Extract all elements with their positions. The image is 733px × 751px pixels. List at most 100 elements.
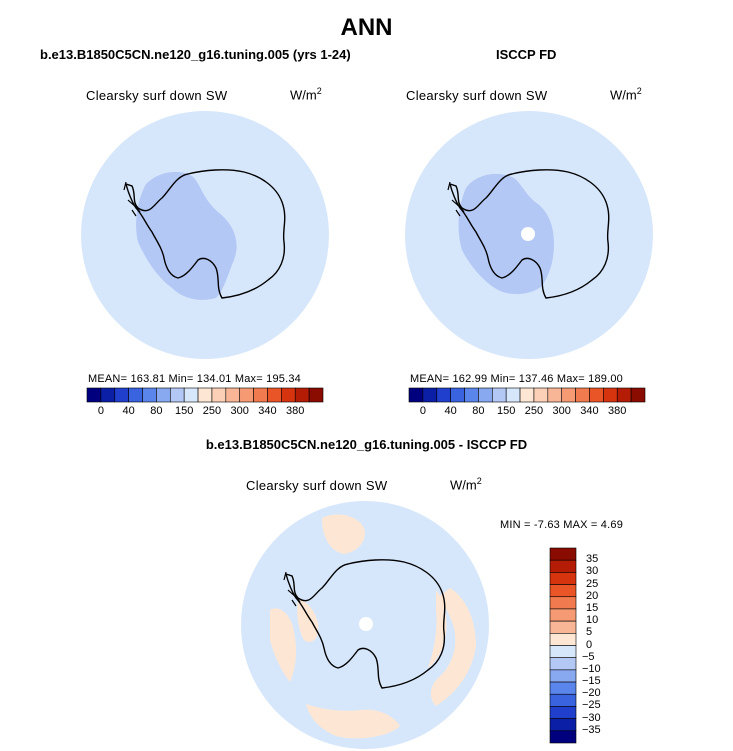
panel-3-colorbar-box [549,645,577,658]
panel-2-colorbar-box [464,387,479,403]
panel-1-colorbar-box [239,387,254,403]
panel-3-colorbar-ticks: 35 30 25 20 15 10 5 0 −5 −10 −15 −20 −25 −30 −35 [582,548,622,743]
panel-2-colorbar-tick-label: 80 [472,405,485,417]
panel-2-colorbar-tick-label: 250 [524,405,544,417]
panel-1-colorbar-box [169,387,185,403]
panel-3-positive-patch-west-ocean [270,608,297,682]
panel-3-colorbar-box [549,718,577,732]
panel-1-colorbar-box [197,387,213,403]
panel-1-colorbar-box [211,387,227,403]
panel-2-missing-pole [521,227,535,241]
panel-3-colorbar-tick-label: 10 [586,614,599,627]
panel-1-colorbar-tick-label: 300 [230,405,249,417]
panel-3-colorbar-tick-label: 25 [586,577,599,590]
panel-3-colorbar-tick-label: −25 [582,699,601,712]
panel-2-colorbar-tick-label: 340 [580,405,599,417]
panel-1-colorbar-box [225,387,241,403]
panel-3-positive-patch-east-ocean [430,588,476,706]
panel-2-colorbar [408,387,646,403]
panel-2-colorbar-box [533,387,549,403]
panel-3-positive-patch-south-ocean [306,704,400,739]
panel-3-peninsula [283,571,301,607]
panel-1-colorbar-box [142,387,157,403]
panel-3-colorbar-tick-label: −30 [582,711,601,724]
panel-3-colorbar-box [549,669,577,683]
panel-1-colorbar-box [114,387,129,403]
panel-2-colorbar-box [589,387,604,403]
panel-1-colorbar-ticks: 0 40 80 150 250 300 340 380 [87,405,323,419]
panel-1-colorbar-box [156,387,171,403]
panel-3-map [241,501,489,749]
panel-3-colorbar-tick-label: 15 [586,601,599,614]
panel-1-colorbar-tick-label: 80 [150,405,163,417]
panel-1-map [81,111,329,359]
panel-1-colorbar-tick-label: 340 [258,405,277,417]
panel-3-colorbar-box [549,547,577,561]
panel-2-colorbar-tick-label: 0 [419,405,426,417]
panel-1-colorbar-box [86,387,102,403]
panel-1-colorbar-box [267,387,282,403]
panel-1-colorbar-box [281,387,296,403]
panel-3-positive-patch-north-ocean [322,514,365,554]
panel-3-colorbar-tick-label: 0 [586,638,593,651]
panel-1-colorbar-box [308,387,324,403]
panel-3-colorbar [549,547,577,744]
panel-3-colorbar-tick-label: 20 [586,589,599,602]
panel-3-colorbar-tick-label: −5 [582,650,595,663]
panel-1-units: W/m2 [290,86,322,103]
panel-3-colorbar-box [549,584,577,598]
panel-3-variable: Clearsky surf down SW [246,478,388,493]
panel-2-units: W/m2 [610,86,642,103]
panel-1-antarctica-coastline [125,169,286,299]
panel-3-missing-pole [359,617,373,631]
panel-1-peninsula [123,181,141,217]
panel-1-colorbar-tick-label: 40 [122,405,135,417]
panel-2-map [405,111,653,359]
panel-2-variable: Clearsky surf down SW [406,88,548,103]
panel-2-colorbar-box [630,387,646,403]
panel-2-antarctica-coastline [449,169,610,299]
panel-1-west-antarctic-field [136,171,237,300]
panel-1-colorbar-tick-label: 380 [286,405,305,417]
panel-2-colorbar-box [450,387,465,403]
panel-1-colorbar-tick-label: 250 [202,405,222,417]
panel-2-stats: MEAN= 162.99 Min= 137.46 Max= 189.00 [410,373,623,385]
panel-3-antarctica-coastline [285,559,446,689]
panel-3-title: b.e13.B1850C5CN.ne120_g16.tuning.005 - I… [205,437,528,452]
panel-1-colorbar-box [128,387,143,403]
panel-3-colorbar-box [549,657,577,671]
panel-2-colorbar-box [436,387,451,403]
panel-2-colorbar-tick-label: 40 [444,405,457,417]
panel-3-colorbar-box [549,596,577,610]
panel-1-colorbar-box [294,387,310,403]
panel-2-colorbar-box [422,387,438,403]
panel-1-colorbar [86,387,324,403]
panel-2-colorbar-box [408,387,424,403]
panel-3-colorbar-box [549,559,577,573]
panel-1-title: b.e13.B1850C5CN.ne120_g16.tuning.005 (yr… [40,47,351,62]
panel-3-colorbar-box [549,633,577,646]
panel-3-colorbar-box [549,572,577,585]
panel-1-colorbar-box [253,387,268,403]
panel-3-colorbar-box [549,681,577,695]
panel-3-colorbar-box [549,706,577,719]
panel-2-peninsula [447,181,465,217]
panel-2-colorbar-box [616,387,632,403]
panel-1-colorbar-box [100,387,116,403]
panel-3-colorbar-box [549,693,577,707]
panel-3-colorbar-tick-label: −15 [582,675,601,688]
panel-2-colorbar-box [561,387,576,403]
panel-3-colorbar-box [549,730,577,744]
panel-2-colorbar-box [603,387,618,403]
panel-2-colorbar-box [505,387,521,403]
panel-1-stats: MEAN= 163.81 Min= 134.01 Max= 195.34 [88,373,301,385]
panel-3-colorbar-tick-label: −20 [582,687,601,700]
panel-2-colorbar-box [575,387,590,403]
panel-2-west-antarctic-field [458,173,554,295]
panel-3-colorbar-tick-label: 5 [586,626,593,639]
panel-1-variable: Clearsky surf down SW [86,88,228,103]
panel-3-colorbar-tick-label: −10 [582,662,601,675]
panel-1-colorbar-tick-label: 150 [174,405,194,417]
panel-2-colorbar-box [519,387,535,403]
panel-2-colorbar-box [491,387,507,403]
